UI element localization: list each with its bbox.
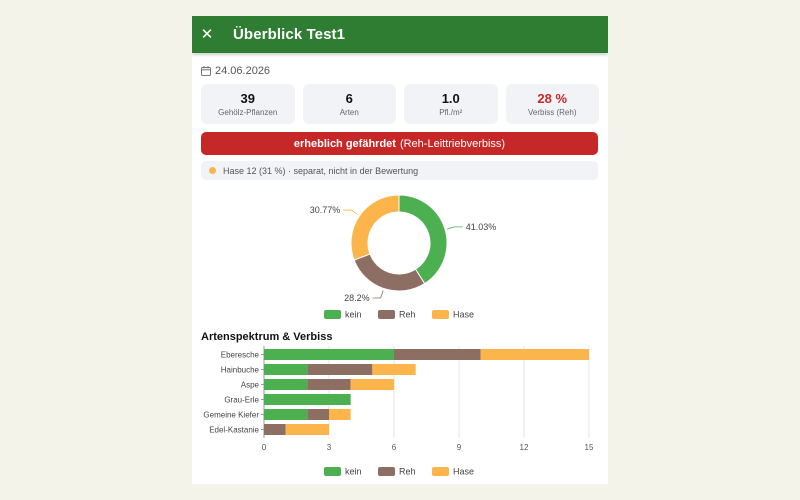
legend-swatch-kein[interactable] bbox=[324, 310, 341, 319]
bar-hase[interactable] bbox=[285, 424, 329, 435]
x-tick-label: 3 bbox=[327, 443, 332, 452]
stat-value: 28 % bbox=[537, 90, 568, 106]
date-row: 24.06.2026 bbox=[201, 64, 270, 78]
donut-slice-kein[interactable] bbox=[398, 194, 448, 285]
x-tick-label: 9 bbox=[457, 443, 462, 452]
status-banner: erheblich gefährdet (Reh-Leittriebverbis… bbox=[201, 132, 598, 155]
y-category-label: Grau-Erle bbox=[224, 396, 259, 405]
y-category-label: Edel-Kastanie bbox=[209, 426, 259, 435]
bar-hase[interactable] bbox=[372, 364, 416, 375]
stat-species: 6 Arten bbox=[302, 84, 396, 124]
donut-slice-reh[interactable] bbox=[353, 253, 426, 292]
stat-browsing: 28 % Verbiss (Reh) bbox=[505, 84, 599, 124]
x-tick-label: 12 bbox=[520, 443, 529, 452]
y-category-label: Gemeine Kiefer bbox=[203, 411, 259, 420]
donut-label-line bbox=[446, 226, 463, 230]
bar-reh[interactable] bbox=[307, 379, 351, 390]
bar-kein[interactable] bbox=[264, 349, 394, 360]
donut-data-label: 41.03% bbox=[466, 222, 497, 232]
bar-kein[interactable] bbox=[264, 364, 308, 375]
donut-data-label: 28.2% bbox=[344, 293, 370, 303]
donut-label-line bbox=[372, 290, 384, 299]
status-label: erheblich gefährdet bbox=[293, 137, 396, 150]
bar-hase[interactable] bbox=[350, 379, 394, 390]
bar-kein[interactable] bbox=[264, 379, 308, 390]
bar-hase[interactable] bbox=[329, 409, 351, 420]
section-title: Artenspektrum & Verbiss bbox=[201, 331, 333, 343]
bar-hase[interactable] bbox=[480, 349, 589, 360]
x-tick-label: 0 bbox=[262, 443, 267, 452]
stat-value: 1.0 bbox=[441, 90, 460, 106]
donut-data-label: 30.77% bbox=[310, 205, 341, 215]
bar-reh[interactable] bbox=[307, 409, 329, 420]
hare-note: Hase 12 (31 %) · separat, nicht in der B… bbox=[201, 161, 598, 180]
x-tick-label: 15 bbox=[585, 443, 594, 452]
y-category-label: Hainbuche bbox=[221, 366, 260, 375]
overview-dialog: ✕ Überblick Test1 24.06.2026 39 Gehölz-P… bbox=[192, 16, 608, 484]
stat-value: 6 bbox=[345, 90, 353, 106]
bar-kein[interactable] bbox=[264, 409, 308, 420]
legend-swatch-reh[interactable] bbox=[378, 310, 395, 319]
legend-label-hase[interactable]: Hase bbox=[453, 467, 474, 477]
donut-label-line bbox=[343, 209, 359, 215]
donut-slice-hase[interactable] bbox=[350, 194, 400, 261]
stat-label: Verbiss (Reh) bbox=[528, 107, 577, 117]
legend-label-hase[interactable]: Hase bbox=[453, 310, 474, 320]
stat-value: 39 bbox=[240, 90, 255, 106]
bar-reh[interactable] bbox=[264, 424, 286, 435]
hare-note-text: Hase 12 (31 %) · separat, nicht in der B… bbox=[223, 165, 419, 176]
legend-label-kein[interactable]: kein bbox=[345, 310, 362, 320]
app-bar: ✕ Überblick Test1 bbox=[192, 16, 608, 53]
legend-swatch-reh[interactable] bbox=[378, 467, 395, 476]
survey-date: 24.06.2026 bbox=[215, 65, 271, 77]
legend-swatch-hase[interactable] bbox=[432, 310, 449, 319]
page-title: Überblick Test1 bbox=[233, 26, 346, 43]
bar-reh[interactable] bbox=[394, 349, 481, 360]
legend-swatch-kein[interactable] bbox=[324, 467, 341, 476]
y-category-label: Eberesche bbox=[221, 351, 260, 360]
close-icon[interactable]: ✕ bbox=[200, 26, 214, 43]
bar-reh[interactable] bbox=[307, 364, 373, 375]
calendar-icon bbox=[201, 66, 211, 76]
species-bar-chart: 0 3 6 9 12 15 Eberesche Hainbuche Aspe Grau-Erle G… bbox=[203, 346, 594, 477]
legend-swatch-hase[interactable] bbox=[432, 467, 449, 476]
y-category-label: Aspe bbox=[241, 381, 260, 390]
stat-label: Gehölz-Pflanzen bbox=[218, 107, 278, 117]
legend-label-reh[interactable]: Reh bbox=[399, 310, 416, 320]
stat-plants: 39 Gehölz-Pflanzen bbox=[201, 84, 295, 124]
donut-chart: 41.03% 28.2% 30.77% kein Reh Hase bbox=[310, 194, 497, 320]
hare-dot-icon bbox=[209, 167, 216, 174]
legend-label-kein[interactable]: kein bbox=[345, 467, 362, 477]
stat-label: Arten bbox=[339, 107, 359, 117]
legend-label-reh[interactable]: Reh bbox=[399, 467, 416, 477]
stat-density: 1.0 Pfl./m² bbox=[404, 84, 498, 124]
bar-kein[interactable] bbox=[264, 394, 351, 405]
status-detail: (Reh-Leittriebverbiss) bbox=[399, 137, 506, 150]
x-tick-label: 6 bbox=[392, 443, 397, 452]
stat-label: Pfl./m² bbox=[439, 107, 463, 117]
stats-row: 39 Gehölz-Pflanzen 6 Arten 1.0 Pfl./m² 2… bbox=[201, 84, 599, 124]
